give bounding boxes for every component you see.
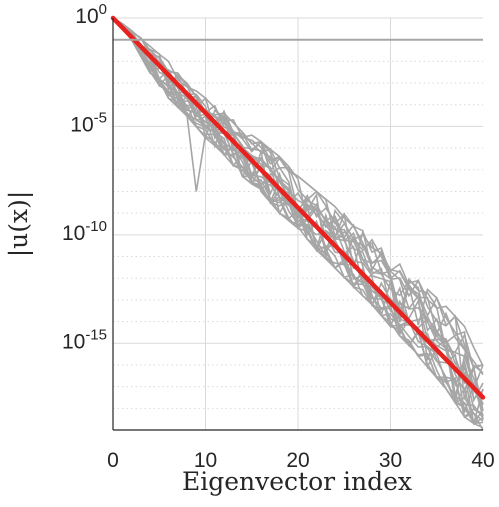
x-tick-label: 20 <box>286 449 309 472</box>
y-tick-label: 100 <box>75 1 107 28</box>
x-tick-label: 10 <box>194 449 217 472</box>
series-lines <box>110 15 486 431</box>
x-tick-label: 0 <box>107 449 119 472</box>
y-tick-label: 10-10 <box>62 218 107 245</box>
reference-decay-line <box>110 15 486 400</box>
sample-curve <box>112 17 484 367</box>
y-axis-label: |u(x)| <box>4 191 34 258</box>
tick-labels: 0 10 20 30 40 100 10-5 10-10 10-15 <box>62 1 495 472</box>
sample-curve <box>112 17 484 376</box>
sample-curve <box>112 17 484 369</box>
axes <box>112 18 483 431</box>
x-tick-label: 40 <box>471 449 494 472</box>
y-tick-label: 10-5 <box>70 109 107 136</box>
x-tick-label: 30 <box>379 449 402 472</box>
y-tick-label: 10-15 <box>62 326 107 353</box>
x-axis-label: Eigenvector index <box>182 467 412 496</box>
sample-curve <box>112 17 484 403</box>
